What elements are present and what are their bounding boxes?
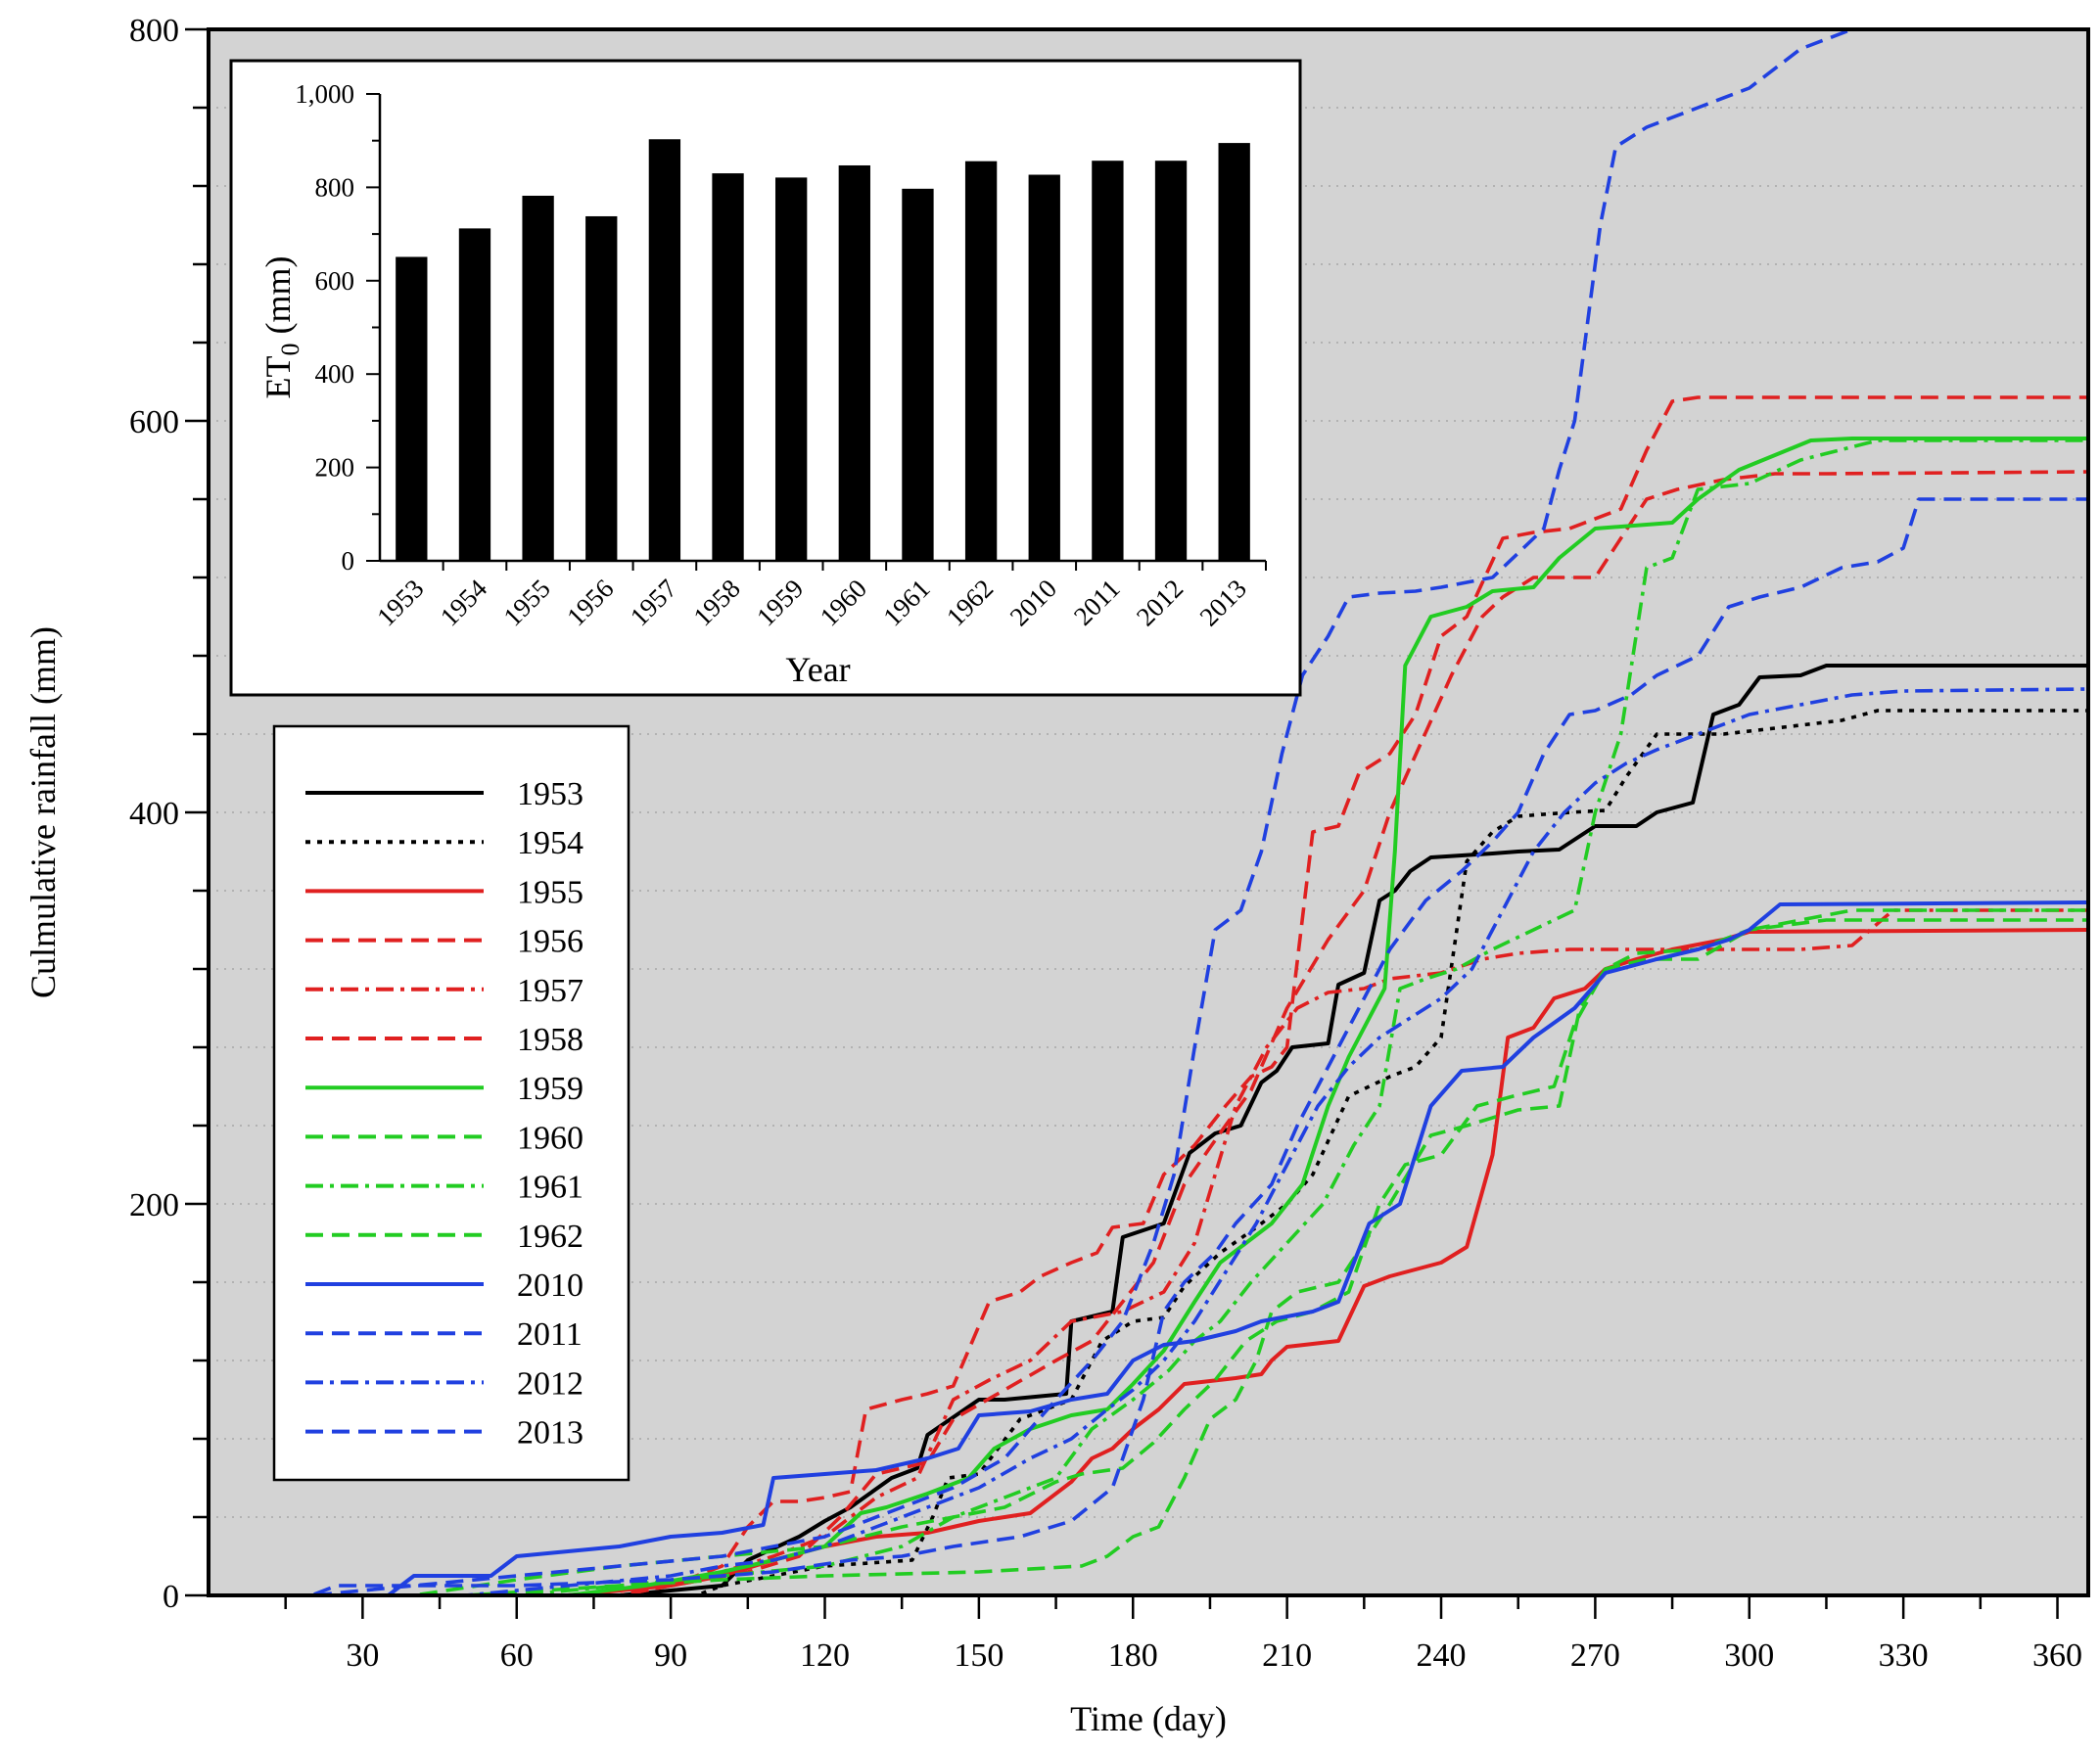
- x-tick-label: 90: [654, 1637, 687, 1674]
- plot-frame: [207, 27, 2090, 1597]
- bar-1958: [712, 173, 744, 561]
- x-tick-label: 120: [800, 1637, 850, 1674]
- inset-x-axis-title: Year: [785, 650, 850, 689]
- series-line-1956: [209, 395, 2088, 1597]
- inset-y-tick-label: 200: [315, 453, 355, 483]
- x-tick-label: 210: [1262, 1637, 1312, 1674]
- bar-2011: [1092, 161, 1124, 561]
- legend-box: [272, 724, 630, 1482]
- bar-1953: [396, 256, 428, 561]
- y-axis-title: Culmulative rainfall (mm): [23, 626, 63, 998]
- y-tick-label: 600: [129, 404, 179, 440]
- bar-2012: [1154, 161, 1188, 561]
- bar-2010: [1028, 174, 1060, 561]
- legend-label-2011: 2011: [517, 1316, 583, 1353]
- series-line-1955: [209, 928, 2089, 1597]
- x-tick-label: 240: [1417, 1637, 1467, 1674]
- bar-2013: [1218, 143, 1250, 561]
- series-line-1954: [209, 709, 2088, 1597]
- series-line-1961: [209, 438, 2088, 1597]
- bar-1960: [838, 164, 870, 561]
- legend-label-1958: 1958: [517, 1022, 583, 1058]
- legend-label-1960: 1960: [517, 1120, 583, 1156]
- bar-1959: [775, 177, 808, 561]
- legend-label-2013: 2013: [517, 1415, 583, 1452]
- series-line-2010: [209, 900, 2089, 1597]
- inset-y-tick-label: 800: [315, 172, 355, 202]
- legend-label-1962: 1962: [517, 1219, 583, 1255]
- inset-y-title-main: ET: [258, 355, 298, 398]
- x-tick-label: 330: [1879, 1637, 1929, 1674]
- legend-label-1953: 1953: [517, 776, 583, 812]
- y-tick-label: 400: [129, 796, 179, 832]
- bar-1954: [458, 228, 491, 561]
- inset-y-tick-label: 0: [342, 546, 355, 576]
- inset-y-tick-label: 1,000: [295, 79, 354, 109]
- bar-1962: [964, 161, 998, 562]
- legend-label-1955: 1955: [517, 874, 583, 910]
- y-tick-label: 800: [129, 13, 179, 49]
- series-line-2013: [209, 27, 2088, 1597]
- bar-1955: [522, 195, 554, 561]
- inset-y-tick-label: 400: [315, 359, 355, 389]
- series-line-1959: [209, 437, 2088, 1597]
- inset-y-axis-title: ET0 (mm): [258, 256, 304, 399]
- series-line-1960: [209, 918, 2088, 1597]
- series-line-2012: [209, 687, 2089, 1597]
- bar-1956: [585, 215, 618, 561]
- series-line-1953: [209, 664, 2088, 1597]
- x-tick-label: 300: [1724, 1637, 1774, 1674]
- legend: 1953 1954 1955 1956 1957 1958 1959 1960 1961 1962…: [272, 724, 630, 1482]
- x-tick-label: 180: [1108, 1637, 1158, 1674]
- legend-label-1957: 1957: [517, 973, 583, 1009]
- legend-label-1954: 1954: [517, 825, 583, 861]
- inset-y-title-subscript: 0: [276, 344, 304, 356]
- x-tick-label: 60: [500, 1637, 534, 1674]
- bar-1957: [648, 139, 681, 562]
- series-line-1962: [209, 908, 2088, 1597]
- x-tick-label: 360: [2032, 1637, 2082, 1674]
- legend-label-1956: 1956: [517, 924, 583, 960]
- inset-y-title-unit: (mm): [258, 256, 298, 344]
- series-line-2011: [209, 497, 2088, 1597]
- legend-label-2010: 2010: [517, 1268, 583, 1304]
- bar-1961: [902, 188, 934, 561]
- y-tick-label: 200: [129, 1187, 179, 1223]
- x-tick-label: 270: [1570, 1637, 1620, 1674]
- inset-y-tick-label: 600: [315, 266, 355, 296]
- y-tick-label: 0: [163, 1579, 179, 1615]
- legend-label-2012: 2012: [517, 1365, 583, 1402]
- x-axis-title: Time (day): [1070, 1699, 1227, 1738]
- legend-label-1959: 1959: [517, 1071, 583, 1107]
- x-tick-label: 30: [346, 1637, 379, 1674]
- x-tick-label: 150: [954, 1637, 1003, 1674]
- legend-label-1961: 1961: [517, 1170, 583, 1206]
